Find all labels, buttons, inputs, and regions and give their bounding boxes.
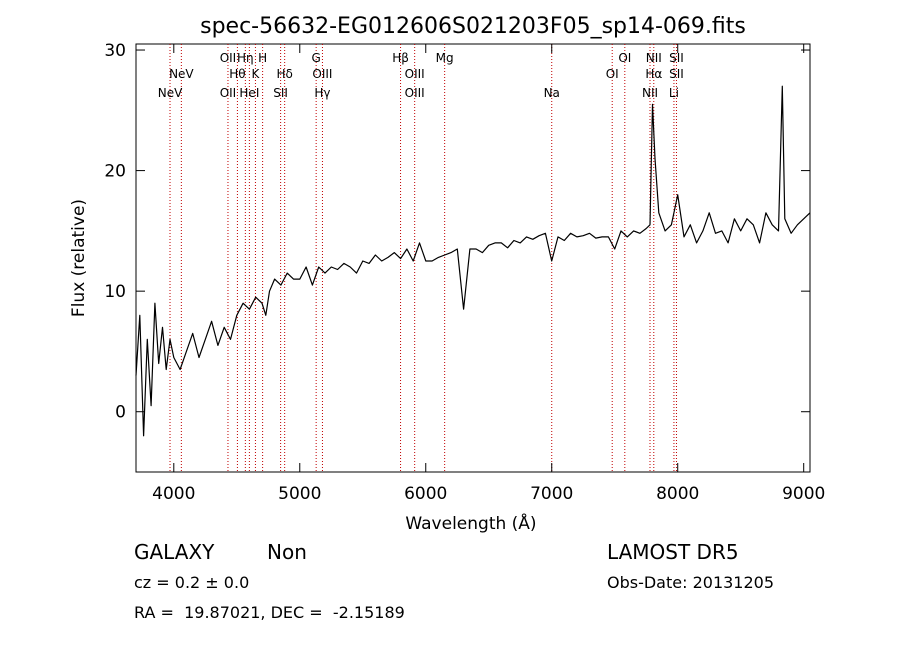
spectrum-trace <box>135 85 811 437</box>
y-tick-label: 30 <box>104 41 126 61</box>
line-label: SII <box>669 51 684 65</box>
x-tick-label: 4000 <box>152 484 195 504</box>
y-axis-label: Flux (relative) <box>69 199 89 317</box>
spectrum-series-line <box>135 85 811 437</box>
line-label: NeV <box>169 67 194 81</box>
y-tick-label: 10 <box>104 282 126 302</box>
line-label: SII <box>273 86 288 100</box>
line-label: Hα <box>645 67 662 81</box>
line-label: SII <box>669 67 684 81</box>
line-label: OIII <box>405 67 425 81</box>
line-markers <box>169 44 677 472</box>
survey-label: LAMOST DR5 <box>607 540 739 564</box>
line-label: Hη <box>237 51 254 65</box>
line-label: G <box>311 51 320 65</box>
line-label: K <box>251 67 260 81</box>
line-label: OI <box>618 51 631 65</box>
line-label: NII <box>646 51 662 65</box>
line-label: Li <box>669 86 679 100</box>
line-label: Mg <box>436 51 454 65</box>
line-label: Hδ <box>276 67 292 81</box>
y-axis-ticks: 0 10 20 30 <box>104 41 810 423</box>
line-label: HeI <box>239 86 259 100</box>
line-label: OIII <box>312 67 332 81</box>
line-label: NeV <box>158 86 183 100</box>
line-label: NII <box>642 86 658 100</box>
line-label: OII <box>220 86 237 100</box>
redshift-line: cz = 0.2 ± 0.0 <box>134 573 250 592</box>
line-label: Hγ <box>314 86 330 100</box>
line-labels: NeV NeV OII OII Hθ Hη HeI KH SII Hδ G OIII Hγ Hβ OIII O… <box>158 51 684 100</box>
x-tick-label: 8000 <box>656 484 699 504</box>
x-tick-label: 6000 <box>404 484 447 504</box>
x-tick-label: 5000 <box>278 484 321 504</box>
chart-title: spec-56632-EG012606S021203F05_sp14-069.f… <box>200 14 746 39</box>
y-tick-label: 0 <box>115 403 126 423</box>
line-label: Hθ <box>229 67 245 81</box>
subclass-label: Non <box>267 540 307 564</box>
x-axis-label: Wavelength (Å) <box>405 512 536 534</box>
x-tick-label: 9000 <box>782 484 825 504</box>
x-axis-ticks: 4000 5000 6000 7000 8000 9000 <box>152 44 825 504</box>
line-label: OIII <box>405 86 425 100</box>
coordinates-line: RA = 19.87021, DEC = -2.15189 <box>134 603 405 622</box>
x-tick-label: 7000 <box>530 484 573 504</box>
plot-frame <box>135 43 811 473</box>
observation-date: Obs-Date: 20131205 <box>607 573 775 592</box>
line-label: Hβ <box>392 51 409 65</box>
line-label: H <box>258 51 267 65</box>
line-label: OII <box>220 51 237 65</box>
y-tick-label: 20 <box>104 162 126 182</box>
line-label: OI <box>606 67 619 81</box>
class-label: GALAXY <box>134 540 215 564</box>
line-label: Na <box>544 86 560 100</box>
